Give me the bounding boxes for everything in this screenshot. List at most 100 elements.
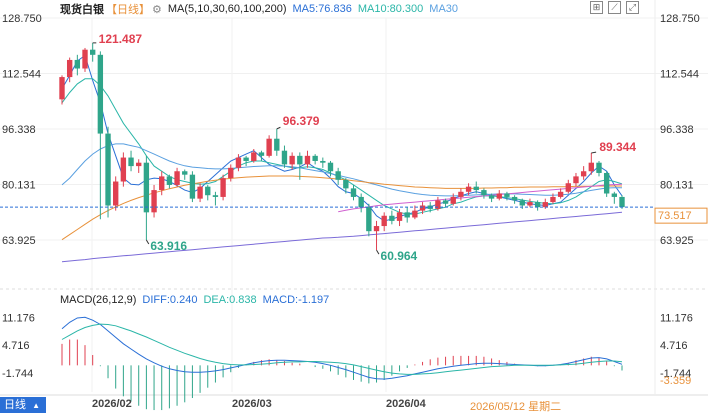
candle-body [603,172,610,194]
date-label-feb: 2026/02 [92,398,132,410]
expand-icon[interactable]: ⤢ [626,1,639,14]
candle-body [128,157,134,167]
y-tick-left: 80.131 [2,179,36,191]
peak2-label: 96.379 [283,114,320,128]
ma-line-ma10 [61,78,623,215]
candle-body [381,215,387,227]
candle-body [113,181,119,206]
candle-body [90,49,96,55]
candle-body [197,186,203,199]
candle-body [251,152,257,161]
candle-body [274,138,280,151]
candle-body [473,186,479,191]
macd-value: MACD:-1.197 [262,294,330,306]
settings-icon[interactable]: ⚙ [152,3,162,16]
candle-body [228,167,234,179]
y-tick-left: 63.925 [2,235,36,247]
candle-body [97,54,104,134]
candle-body [82,49,88,69]
candle-body [442,200,449,204]
candle-body [488,195,495,199]
candle-body [205,186,211,196]
macd-line-dea [61,323,623,375]
low-label-pointer [145,239,150,245]
ma10-value: MA10:80.300 [357,3,424,15]
candle-body [136,162,142,167]
y-tick-right: 112.544 [660,68,699,80]
candle-body [327,162,334,172]
candle-body [59,77,65,100]
candle-body [550,196,556,203]
macd-tick-right: -1.744 [660,368,691,380]
candle-body [389,215,395,221]
current-date: 2026/05/12 星期二 [470,401,562,413]
candle-body [266,138,272,156]
candle-body [534,202,541,208]
candle-body [596,162,602,173]
dea-value: DEA:0.838 [203,294,257,306]
period-label[interactable]: 【日线】 [106,4,150,16]
peak3-label: 89.344 [599,140,636,154]
chevron-up-icon: ▲ [32,401,40,410]
line-tool-icon[interactable]: ⟋ [608,1,621,14]
diff-value: DIFF:0.240 [142,294,198,306]
macd-tick-left: 4.716 [2,340,30,352]
candle-body [166,176,173,185]
y-tick-right: 96.338 [660,124,694,136]
candle-body [74,59,81,69]
candle-body [350,188,357,197]
price-labels: 73.517 121.487 63.916 96.379 60.964 89.344 [0,32,708,263]
candle-body [281,150,288,165]
candle-body [496,193,502,199]
candle-body [435,200,441,209]
candle-body [511,196,518,201]
candle-body [373,226,380,232]
y-tick-left: 112.544 [2,68,41,80]
ma-line-ma100 [338,183,623,213]
candle-body [611,193,618,197]
peak3-label-pointer [591,151,597,154]
candle-body [619,196,625,208]
macd-tick-left: 11.176 [2,312,35,324]
macd-params: MACD(26,12,9) [60,294,137,306]
candle-body [220,178,226,197]
candle-body [419,205,426,211]
peak2-label-pointer [276,126,281,130]
candle-body [450,196,456,204]
candle-body [343,179,349,189]
candle-body [358,196,364,208]
candle-body [335,171,341,180]
candle-body [580,171,587,177]
y-tick-left: 96.338 [2,124,36,136]
candle-body [182,171,188,175]
macd-header: MACD(26,12,9) DIFF:0.240 DEA:0.838 MACD:… [60,292,335,308]
current-price-tag [654,207,708,224]
candle-body [465,186,472,192]
candle-body [481,190,487,196]
candlesticks [59,42,625,251]
period-badge-label: 日线 [4,399,26,411]
candle-body [557,191,564,197]
y-tick-right: 80.131 [660,179,694,191]
current-price-label: 73.517 [658,210,692,222]
candle-body [396,212,403,221]
candle-body [504,193,510,197]
ma-params: MA(5,10,30,60,100,200) [167,3,287,15]
candle-body [573,176,579,184]
candle-body [527,202,533,206]
high-label: 121.487 [99,32,143,46]
candle-body [212,195,219,197]
low-label: 63.916 [150,239,187,253]
candle-body [542,202,548,208]
low2-label-pointer [376,249,380,255]
candle-body [304,155,311,165]
date-label-mar: 2026/03 [232,398,272,410]
low2-label: 60.964 [381,249,418,263]
candle-body [151,190,157,213]
date-label-apr: 2026/04 [386,398,426,410]
chart-header: 现货白银 【日线】 ⚙ MA(5,10,30,60,100,200) MA5:7… [60,1,464,17]
period-badge[interactable]: 日线 ▲ [0,397,46,413]
grid-layout-icon[interactable]: ⊞ [590,1,603,14]
candle-body [565,183,571,192]
